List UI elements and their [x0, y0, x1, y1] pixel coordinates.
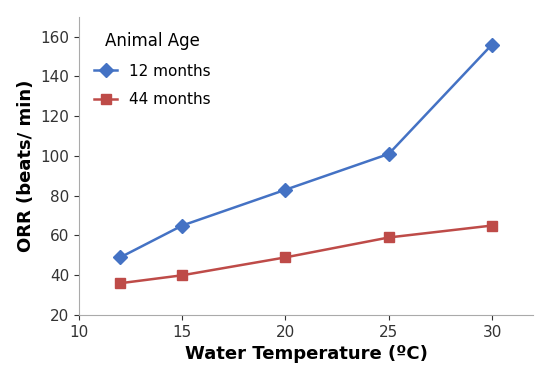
Line: 44 months: 44 months	[116, 221, 497, 288]
X-axis label: Water Temperature (ºC): Water Temperature (ºC)	[185, 345, 427, 363]
44 months	[489, 223, 496, 228]
12 months	[282, 187, 289, 192]
44 months	[179, 273, 185, 277]
12 months	[117, 255, 124, 260]
12 months	[386, 152, 392, 156]
Line: 12 months: 12 months	[116, 40, 497, 262]
44 months	[117, 281, 124, 285]
Y-axis label: ORR (beats/ min): ORR (beats/ min)	[16, 80, 35, 252]
12 months	[489, 42, 496, 47]
44 months	[386, 235, 392, 240]
Legend: 12 months, 44 months: 12 months, 44 months	[86, 24, 218, 115]
12 months	[179, 223, 185, 228]
44 months	[282, 255, 289, 260]
